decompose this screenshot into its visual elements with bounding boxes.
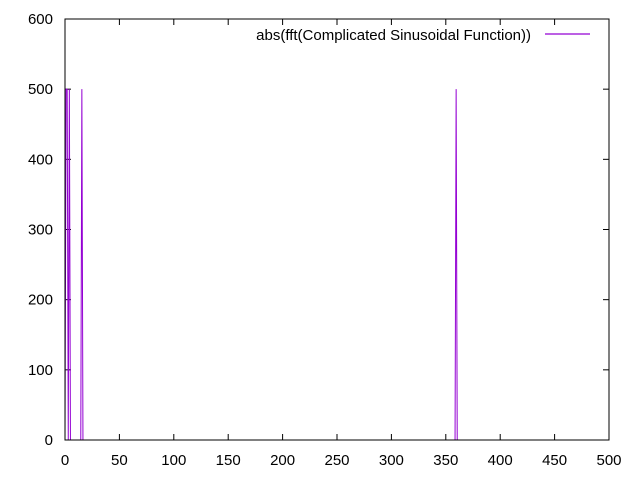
y-tick-label: 0 <box>45 432 53 449</box>
series-line <box>64 88 609 441</box>
x-tick-label: 350 <box>433 452 458 469</box>
x-tick-label: 500 <box>596 452 621 469</box>
x-tick-label: 400 <box>488 452 513 469</box>
axis-tick-labels: 0 50 100 150 200 250 300 350 400 450 500 0 100 200 300… <box>28 11 622 469</box>
x-tick-label: 200 <box>270 452 295 469</box>
y-tick-label: 400 <box>28 151 53 168</box>
y-tick-label: 100 <box>28 362 53 379</box>
legend: abs(fft(Complicated Sinusoidal Function)… <box>256 27 590 44</box>
legend-label: abs(fft(Complicated Sinusoidal Function)… <box>256 27 531 44</box>
x-tick-label: 0 <box>61 452 69 469</box>
y-tick-label: 300 <box>28 222 53 239</box>
y-tick-label: 600 <box>28 11 53 28</box>
axis-ticks <box>64 18 610 441</box>
y-tick-label: 200 <box>28 292 53 309</box>
x-tick-label: 250 <box>324 452 349 469</box>
x-tick-label: 300 <box>379 452 404 469</box>
series-layer <box>64 88 609 441</box>
x-tick-label: 450 <box>542 452 567 469</box>
y-tick-label: 500 <box>28 81 53 98</box>
x-tick-label: 100 <box>161 452 186 469</box>
plot-frame <box>64 18 610 441</box>
x-tick-label: 50 <box>111 452 128 469</box>
x-tick-label: 150 <box>216 452 241 469</box>
